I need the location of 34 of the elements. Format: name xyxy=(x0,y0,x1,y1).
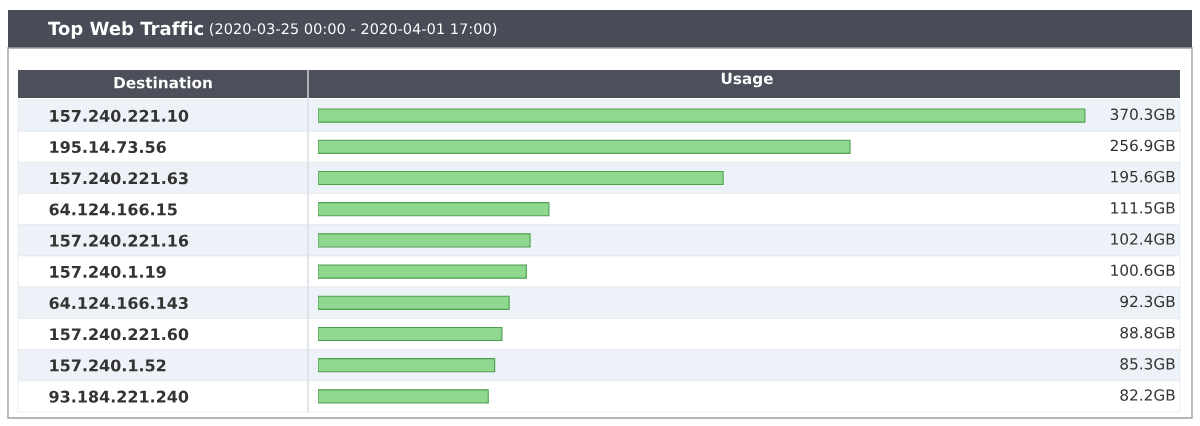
y-tick-label: 157.240.1.52 xyxy=(50,359,166,372)
data-label: 100.6GB xyxy=(1111,264,1175,277)
data-label: 256.9GB xyxy=(1110,139,1175,152)
y-tick-label: 64.124.166.15 xyxy=(49,203,177,216)
y-tick-label: 64.124.166.143 xyxy=(49,297,188,310)
data-label: 82.2GB xyxy=(1120,389,1175,401)
bar xyxy=(318,264,527,279)
data-label: 88.8GB xyxy=(1120,326,1175,339)
chart-subtitle: (2020-03-25 00:00 - 2020-04-01 17:00) xyxy=(210,22,497,36)
bar xyxy=(318,202,550,217)
y-tick-label: 93.184.221.240 xyxy=(49,390,189,403)
bar xyxy=(318,170,724,186)
y-axis-title: Destination xyxy=(114,76,212,89)
y-tick-label: 195.14.73.56 xyxy=(50,141,166,154)
text: Top Web Traffic xyxy=(48,21,204,39)
bar xyxy=(318,139,851,154)
y-tick-label: 157.240.221.63 xyxy=(50,172,188,185)
data-label: 370.3GB xyxy=(1110,108,1175,121)
x-axis-title: Usage xyxy=(721,72,773,88)
y-tick-label: 157.240.221.16 xyxy=(50,234,189,247)
bar xyxy=(318,358,496,373)
y-tick-label: 157.240.1.19 xyxy=(50,265,166,278)
data-label: 195.6GB xyxy=(1111,170,1175,183)
data-label: 102.4GB xyxy=(1111,233,1175,245)
bar xyxy=(318,326,503,342)
bar xyxy=(318,389,489,404)
bar xyxy=(318,108,1086,123)
y-tick-label: 157.240.221.60 xyxy=(50,328,189,341)
data-label: 85.3GB xyxy=(1120,358,1175,370)
bar xyxy=(318,233,531,248)
y-tick-label: 157.240.221.10 xyxy=(50,109,189,122)
data-label: 111.5GB xyxy=(1111,202,1175,214)
data-label: 92.3GB xyxy=(1120,295,1175,308)
bar xyxy=(318,295,510,310)
